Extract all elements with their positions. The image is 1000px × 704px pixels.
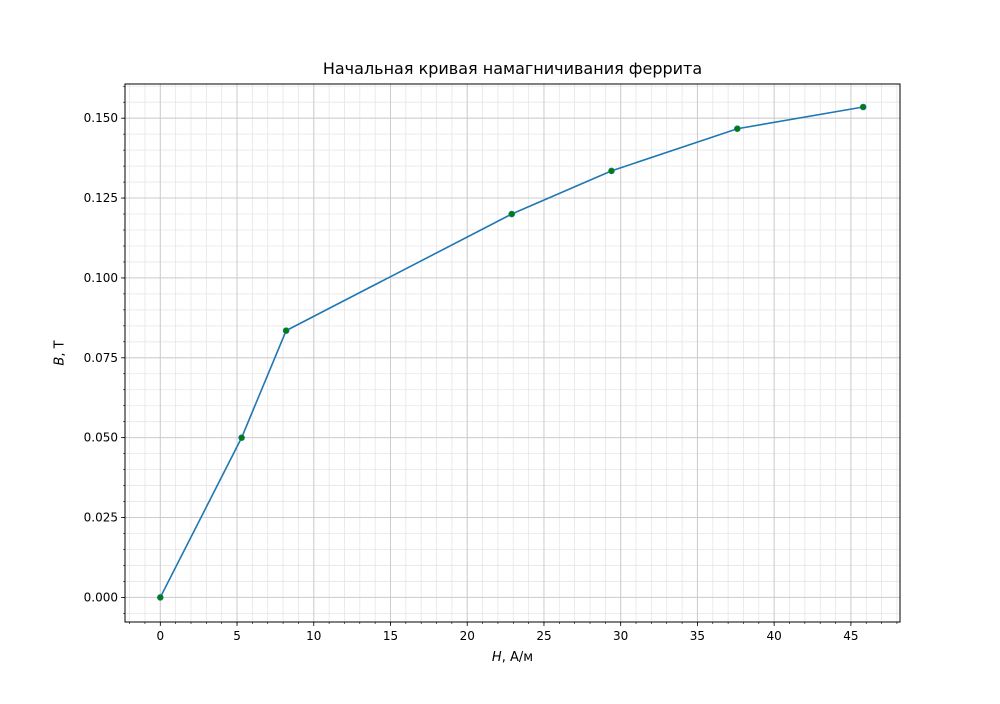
y-axis-variable: B (52, 356, 68, 366)
y-tick-label: 0.100 (84, 271, 118, 285)
x-tick-label: 5 (233, 629, 241, 643)
x-axis-label: H, А/м (125, 650, 900, 665)
chart-title: Начальная кривая намагничивания феррита (322, 59, 703, 78)
y-tick-label: 0.000 (84, 590, 118, 604)
x-tick-label: 35 (690, 629, 705, 643)
axes-frame (124, 83, 901, 623)
y-axis-label: B, Т (53, 340, 68, 365)
data-point (238, 434, 245, 441)
data-point (156, 594, 164, 601)
y-axis-unit: , Т (52, 340, 68, 357)
x-tick-label: 20 (460, 629, 475, 643)
y-tick-label: 0.125 (84, 191, 118, 205)
x-tick-label: 0 (156, 629, 164, 643)
y-tick-label: 0.050 (84, 431, 118, 445)
series-line (159, 106, 864, 598)
x-axis-unit: , А/м (501, 650, 534, 665)
x-tick-label: 45 (843, 629, 858, 643)
x-tick-label: 15 (383, 629, 398, 643)
y-tick-label: 0.075 (84, 351, 118, 365)
data-point (859, 103, 867, 111)
y-tick-label: 0.150 (84, 111, 118, 125)
data-point (508, 210, 516, 218)
data-point (282, 327, 290, 334)
x-tick-label: 25 (536, 629, 551, 643)
y-tick-label: 0.025 (84, 511, 118, 525)
x-axis-variable: H (491, 650, 502, 665)
x-tick-label: 10 (306, 629, 321, 643)
data-point (734, 125, 741, 133)
x-tick-label: 30 (613, 629, 628, 643)
data-point (608, 167, 615, 175)
x-tick-label: 40 (767, 629, 782, 643)
